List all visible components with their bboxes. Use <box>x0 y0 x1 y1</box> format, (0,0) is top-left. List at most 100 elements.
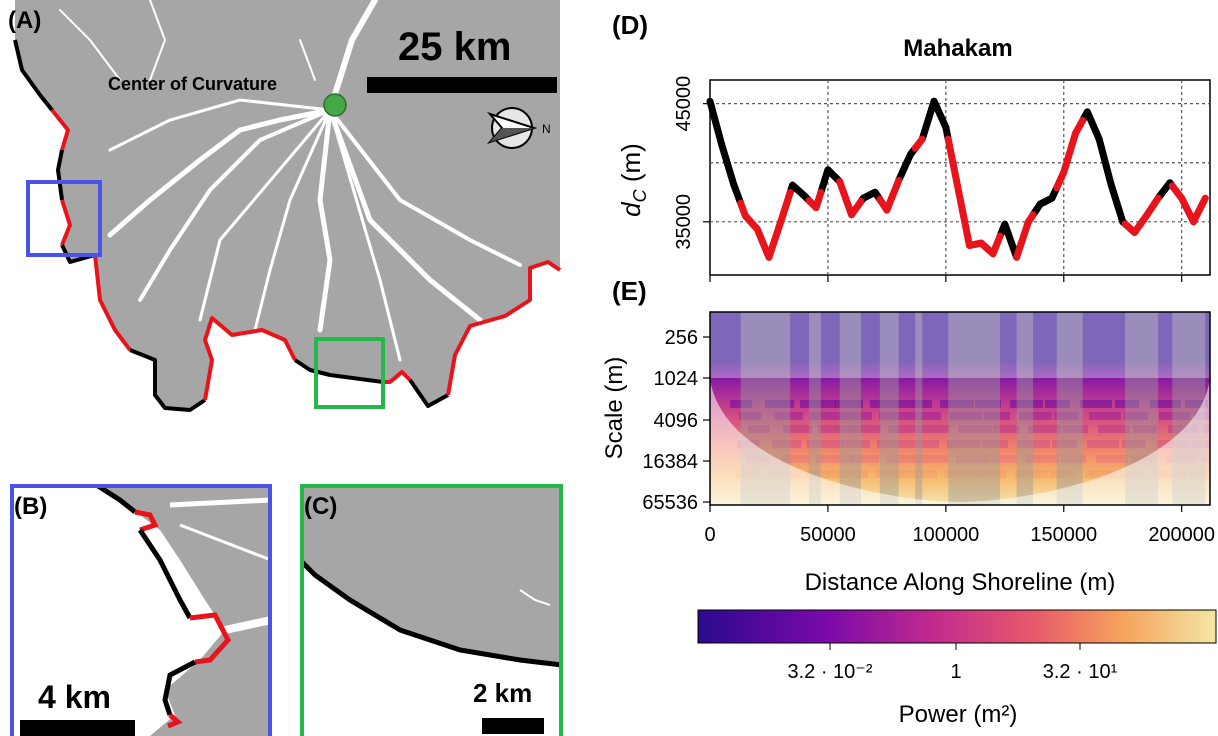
center-of-curvature-label: Center of Curvature <box>108 74 277 94</box>
heatmap-blob <box>1017 440 1050 448</box>
chart-d-title: Mahakam <box>903 35 1012 62</box>
heatmap-blob <box>910 470 937 478</box>
chart-e-frame <box>709 311 1211 506</box>
y-tick-label-0: 256 <box>665 327 698 349</box>
heatmap-blob <box>748 425 770 433</box>
heatmap-stripe <box>839 312 861 505</box>
panel-b-inset: (B) 4 km <box>10 484 272 736</box>
heatmap-blob <box>956 455 990 463</box>
panel-a-label: (A) <box>8 7 41 34</box>
inset-c-land <box>300 484 562 665</box>
chart-d-ylabel: dC (m) <box>616 143 650 217</box>
inset-c-box <box>314 337 385 409</box>
highlight-segment <box>894 176 903 187</box>
heatmap-blob <box>888 425 923 433</box>
heatmap-blob <box>1054 412 1079 420</box>
chart-d-yticks: 35000 45000 <box>673 76 710 250</box>
inset-b-land <box>95 484 271 736</box>
heatmap-blob <box>1085 470 1117 478</box>
heatmap-blob <box>818 425 854 433</box>
heatmap-blob <box>1115 400 1139 408</box>
heatmap-blob <box>1045 400 1070 408</box>
chart-e-xticks: 0 50000 100000 150000 200000 <box>704 505 1215 546</box>
highlight-segment <box>1200 194 1209 205</box>
north-arrow-icon: N <box>486 107 551 149</box>
heatmap-blob <box>921 455 948 463</box>
heatmap-blob <box>982 440 1008 448</box>
y-tick-label-1: 1024 <box>654 368 699 390</box>
heatmap-blob <box>993 425 1019 433</box>
heatmap-blob <box>1019 412 1052 420</box>
scale-2km-bar <box>482 718 544 734</box>
chart-d-xticks <box>709 275 1183 282</box>
heatmap-stripe <box>948 312 1001 505</box>
y-tick-label-3: 16384 <box>642 451 698 473</box>
heatmap-blob <box>1015 470 1048 478</box>
heatmap-blob <box>1159 412 1190 420</box>
heatmap-blob <box>905 400 932 408</box>
heatmap-blob <box>879 412 914 420</box>
y-tick-label-1: 45000 <box>673 76 695 132</box>
heatmap-blob <box>984 412 1010 420</box>
heatmap-blob <box>772 440 801 448</box>
scale-4km-bar <box>20 720 135 736</box>
delta-channels <box>59 0 522 362</box>
heatmap-stripe <box>879 312 899 505</box>
heatmap-blob <box>1185 400 1208 408</box>
heatmap-blob <box>1026 455 1059 463</box>
heatmap-blob <box>844 412 872 420</box>
highlight-segment <box>856 197 865 207</box>
x-tick-label-1: 50000 <box>800 524 856 546</box>
chart-e-ylabel: Scale (m) <box>601 357 628 460</box>
heatmap-blob <box>809 412 845 420</box>
heatmap-blob <box>1098 425 1130 433</box>
heatmap-blob <box>774 412 803 420</box>
heatmap-blob <box>958 425 992 433</box>
cone-shade <box>710 378 1210 505</box>
highlight-segment <box>1028 211 1037 220</box>
highlight-segment <box>816 189 825 200</box>
heatmap-blob <box>875 470 910 478</box>
heatmap-blob <box>1087 440 1119 448</box>
panel-d-chart: (D) Mahakam 35000 45000 dC (m) <box>612 10 1211 282</box>
heatmap-blob <box>1052 440 1077 448</box>
heatmap-stripe <box>1016 312 1034 505</box>
colorbar-tick-1: 1 <box>950 661 961 683</box>
colorbar-tick-0: 3.2 · 10⁻² <box>787 661 872 683</box>
scale-4km-label: 4 km <box>38 679 111 715</box>
x-tick-label-2: 100000 <box>912 524 979 546</box>
heatmap-blob <box>851 455 879 463</box>
panel-a-map: (A) Center of Curvature 25 km N <box>8 0 562 412</box>
heatmap-blob <box>1096 455 1128 463</box>
highlight-segment <box>917 135 926 145</box>
chart-e-yticks: 256 1024 4096 16384 65536 <box>642 327 710 514</box>
heatmap-blob <box>783 425 812 433</box>
heatmap-blob <box>781 455 810 463</box>
heatmap-blob <box>816 455 852 463</box>
heatmap-blob <box>1010 400 1043 408</box>
heatmap-blob <box>947 440 981 448</box>
colorbar: 3.2 · 10⁻² 1 3.2 · 10¹ Power (m²) <box>697 609 1217 728</box>
heatmap-stripe <box>809 312 821 505</box>
heatmap-blob <box>1061 455 1086 463</box>
heatmap-blob <box>923 425 950 433</box>
heatmap-blob <box>805 470 841 478</box>
heatmap-blob <box>991 455 1017 463</box>
heatmap-blob <box>940 400 974 408</box>
heatmap-blob <box>914 412 941 420</box>
colorbar-tick-2: 3.2 · 10¹ <box>1043 661 1118 683</box>
heatmap-blob <box>1122 440 1146 448</box>
scale-2km-label: 2 km <box>473 678 532 708</box>
heatmap-blob <box>870 400 905 408</box>
heatmap-stripe <box>1056 312 1083 505</box>
heatmap-blob <box>840 470 868 478</box>
heatmap-blob <box>1063 425 1088 433</box>
highlight-segment <box>1153 194 1162 204</box>
heatmap-blob <box>1080 400 1112 408</box>
heatmap-blob <box>1133 425 1157 433</box>
heatmap-blob <box>800 400 836 408</box>
heatmap-blob <box>807 440 843 448</box>
scale-25km-bar <box>367 77 557 93</box>
highlight-segment <box>995 232 1004 243</box>
inset-b-box <box>26 180 102 257</box>
